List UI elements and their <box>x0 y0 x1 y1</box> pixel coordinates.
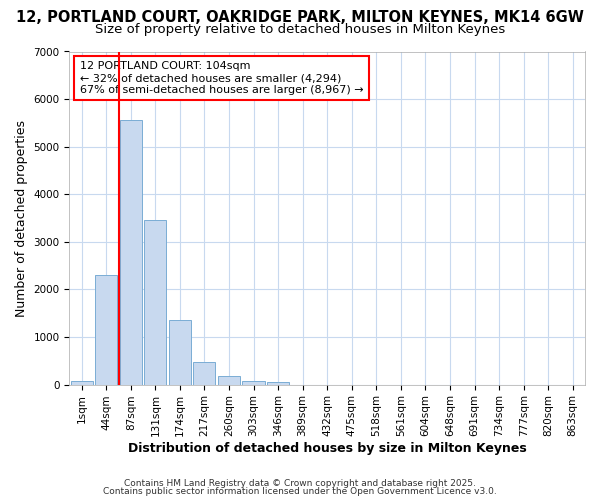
Text: 12, PORTLAND COURT, OAKRIDGE PARK, MILTON KEYNES, MK14 6GW: 12, PORTLAND COURT, OAKRIDGE PARK, MILTO… <box>16 10 584 25</box>
Text: Contains HM Land Registry data © Crown copyright and database right 2025.: Contains HM Land Registry data © Crown c… <box>124 478 476 488</box>
Bar <box>242 381 265 384</box>
Bar <box>144 220 166 384</box>
Bar <box>267 382 289 384</box>
X-axis label: Distribution of detached houses by size in Milton Keynes: Distribution of detached houses by size … <box>128 442 527 455</box>
Y-axis label: Number of detached properties: Number of detached properties <box>15 120 28 316</box>
Bar <box>71 381 93 384</box>
Text: Contains public sector information licensed under the Open Government Licence v3: Contains public sector information licen… <box>103 487 497 496</box>
Bar <box>193 362 215 384</box>
Text: Size of property relative to detached houses in Milton Keynes: Size of property relative to detached ho… <box>95 22 505 36</box>
Text: 12 PORTLAND COURT: 104sqm
← 32% of detached houses are smaller (4,294)
67% of se: 12 PORTLAND COURT: 104sqm ← 32% of detac… <box>80 62 364 94</box>
Bar <box>95 275 117 384</box>
Bar <box>169 320 191 384</box>
Bar <box>218 376 240 384</box>
Bar <box>120 120 142 384</box>
